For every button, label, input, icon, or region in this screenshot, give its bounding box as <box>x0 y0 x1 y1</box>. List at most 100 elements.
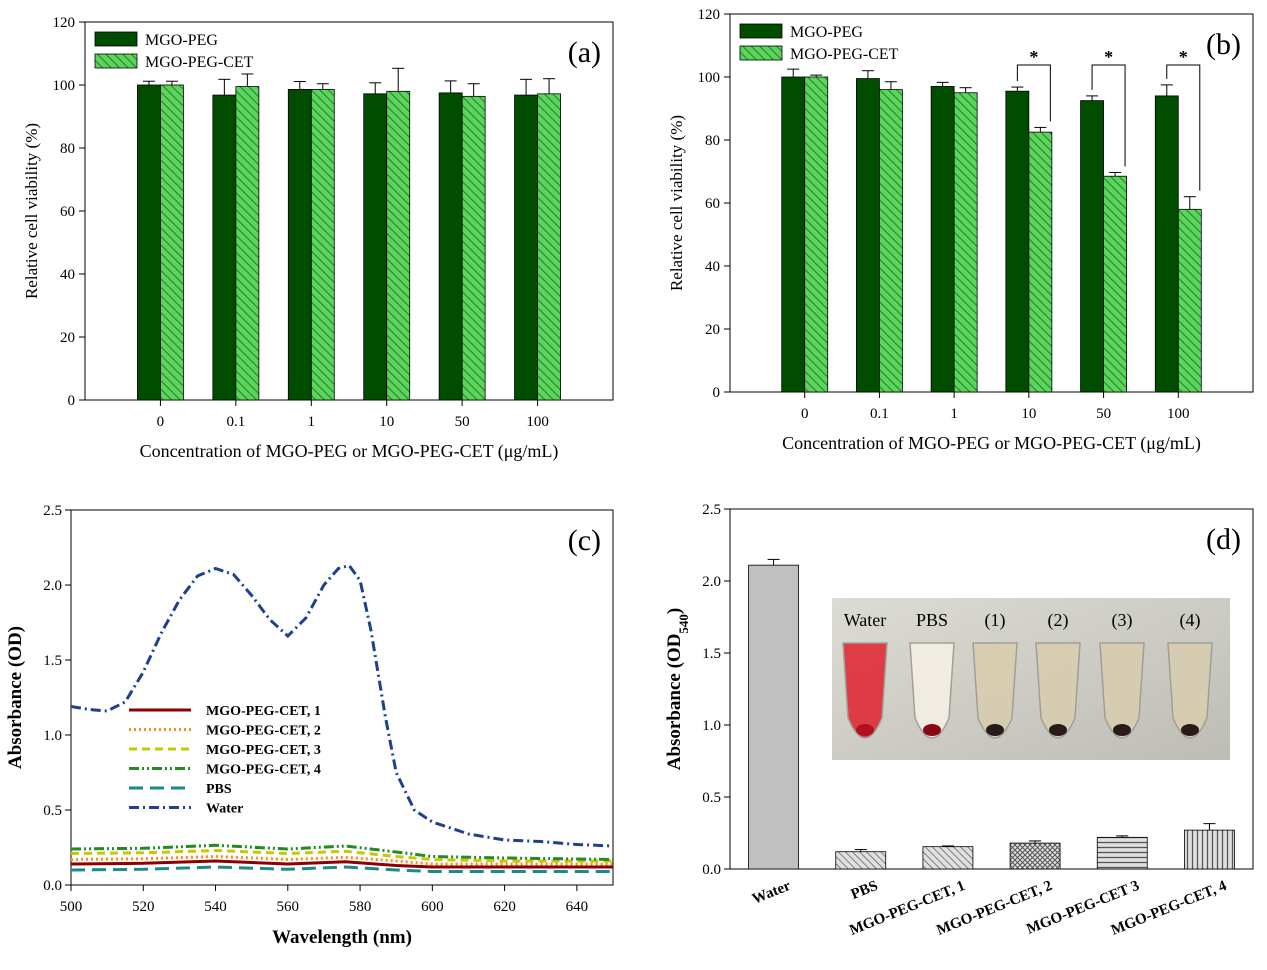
y-axis-label: Absorbance (OD) <box>5 626 26 769</box>
x-tick-label: 560 <box>277 899 300 915</box>
tube-pellet-icon <box>986 724 1004 736</box>
legend-label: Water <box>206 802 243 817</box>
inset-photo-label: (3) <box>1112 610 1133 631</box>
legend-label: MGO-PEG <box>790 24 863 41</box>
y-tick-label: 120 <box>53 15 76 31</box>
legend-label: MGO-PEG-CET, 1 <box>206 704 321 719</box>
bar-mgo-peg <box>212 94 237 401</box>
x-axis-label: Concentration of MGO-PEG or MGO-PEG-CET … <box>782 433 1201 454</box>
panel-a-chart: 0 20 40 60 80 100 120 0 0.1 1 10 50 100 MGO-PEG MGO-PE… <box>22 15 614 462</box>
y-axis-label-subscript: 540 <box>676 614 691 634</box>
tube-pellet-icon <box>1049 724 1067 736</box>
x-tick-label: 50 <box>1096 406 1111 422</box>
significance-bracket <box>1091 64 1126 167</box>
x-tick-label: 100 <box>1167 406 1190 422</box>
tube-icon <box>909 642 955 739</box>
y-tick-label: 1.0 <box>702 718 721 734</box>
tube-pellet-icon <box>1113 724 1131 736</box>
x-tick-label: 540 <box>204 899 227 915</box>
y-tick-label: 1.5 <box>702 646 721 662</box>
x-tick-label: 640 <box>566 899 589 915</box>
legend-label: MGO-PEG-CET <box>790 46 899 63</box>
legend-label: PBS <box>206 782 232 797</box>
bar-mgo-peg <box>781 76 806 393</box>
bar-mgo-peg-cet-1 <box>922 846 974 870</box>
bar-mgo-peg-cet <box>160 84 184 401</box>
bar-mgo-peg-cet <box>953 92 978 393</box>
x-tick-label: 500 <box>60 899 83 915</box>
y-tick-label: 0.5 <box>702 790 721 806</box>
y-tick-label: 2.0 <box>702 574 721 590</box>
legend-label: MGO-PEG-CET, 4 <box>206 763 321 778</box>
y-tick-label: 2.5 <box>702 502 721 518</box>
bar-mgo-peg <box>363 93 388 401</box>
x-axis-label: Wavelength (nm) <box>272 927 412 948</box>
y-axis-label: Relative cell viability (%) <box>667 115 686 291</box>
series-line-mgo-peg-cet-1 <box>70 859 613 869</box>
y-tick-label: 100 <box>53 78 76 94</box>
y-tick-label: 40 <box>705 259 720 275</box>
panel-label: (c) <box>568 524 601 557</box>
x-tick-label: 0 <box>157 414 165 430</box>
inset-photo-label: (4) <box>1180 610 1201 631</box>
series-line-mgo-peg-cet-4 <box>70 843 614 861</box>
x-tick-label: 520 <box>132 899 155 915</box>
plot-frame <box>70 509 614 886</box>
tube-icon <box>1099 642 1145 739</box>
x-axis-label: Concentration of MGO-PEG or MGO-PEG-CET … <box>140 441 559 462</box>
y-tick-label: 40 <box>60 267 75 283</box>
y-tick-label: 20 <box>60 330 75 346</box>
legend-label: MGO-PEG <box>145 32 218 49</box>
x-tick-label: 0.1 <box>870 406 889 422</box>
bar-mgo-peg <box>1005 90 1030 393</box>
y-axis-label-main: Absorbance (OD <box>664 634 685 771</box>
bar-mgo-peg <box>930 86 955 393</box>
panel-label: (a) <box>568 36 601 69</box>
y-tick-label: 80 <box>60 141 75 157</box>
tube-pellet-icon <box>856 724 874 736</box>
bar-mgo-peg <box>1154 95 1179 393</box>
plot-frame <box>729 508 1254 870</box>
x-tick-label: 580 <box>349 899 372 915</box>
bar-mgo-peg-cet <box>804 76 829 393</box>
panel-b-chart: 0 20 40 60 80 100 120 0 0.1 1 10 * 50 * 100 * MGO-PEG MGO… <box>667 7 1254 454</box>
legend-swatch <box>94 31 138 47</box>
tube-pellet-icon <box>923 724 941 736</box>
x-tick-label: 50 <box>455 414 470 430</box>
bar-mgo-peg <box>1080 100 1104 393</box>
panel-label: (d) <box>1206 523 1241 556</box>
x-tick-label: 1 <box>308 414 316 430</box>
bar-mgo-peg <box>514 94 538 401</box>
inset-photo-background <box>832 598 1230 760</box>
inset-photo-label: PBS <box>916 610 948 630</box>
inset-photo-label: (1) <box>985 610 1006 631</box>
x-tick-label: 0 <box>801 406 809 422</box>
legend-swatch <box>94 53 138 69</box>
bar-mgo-peg-cet-3 <box>1096 836 1148 870</box>
x-tick-label: PBS <box>849 878 881 903</box>
bar-mgo-peg-cet-4 <box>1184 829 1235 870</box>
bar-mgo-peg-cet <box>879 89 903 393</box>
inset-photo-label: Water <box>844 610 887 630</box>
y-tick-label: 80 <box>705 133 720 149</box>
tube-icon <box>1035 642 1081 739</box>
bar-pbs <box>835 851 887 870</box>
y-tick-label: 0.5 <box>43 803 62 819</box>
bar-mgo-peg <box>856 78 880 393</box>
y-tick-label: 60 <box>60 204 75 220</box>
bar-mgo-peg-cet <box>1103 175 1127 393</box>
significance-marker: * <box>1179 47 1188 67</box>
panel-c-chart: 0.0 0.5 1.0 1.5 2.0 2.5 500 520 540 560 580 600 620 6… <box>5 503 614 948</box>
series-line-mgo-peg-cet-2 <box>70 854 613 866</box>
bar-mgo-peg <box>137 84 161 401</box>
x-tick-label: 100 <box>526 414 549 430</box>
legend-label: MGO-PEG-CET, 3 <box>206 743 321 758</box>
significance-bracket <box>1166 64 1201 191</box>
bar-mgo-peg-cet <box>386 90 411 401</box>
x-tick-label: 0.1 <box>226 414 245 430</box>
y-tick-label: 2.0 <box>43 578 62 594</box>
x-tick-label: 10 <box>1021 406 1036 422</box>
series-line-water <box>70 563 614 848</box>
